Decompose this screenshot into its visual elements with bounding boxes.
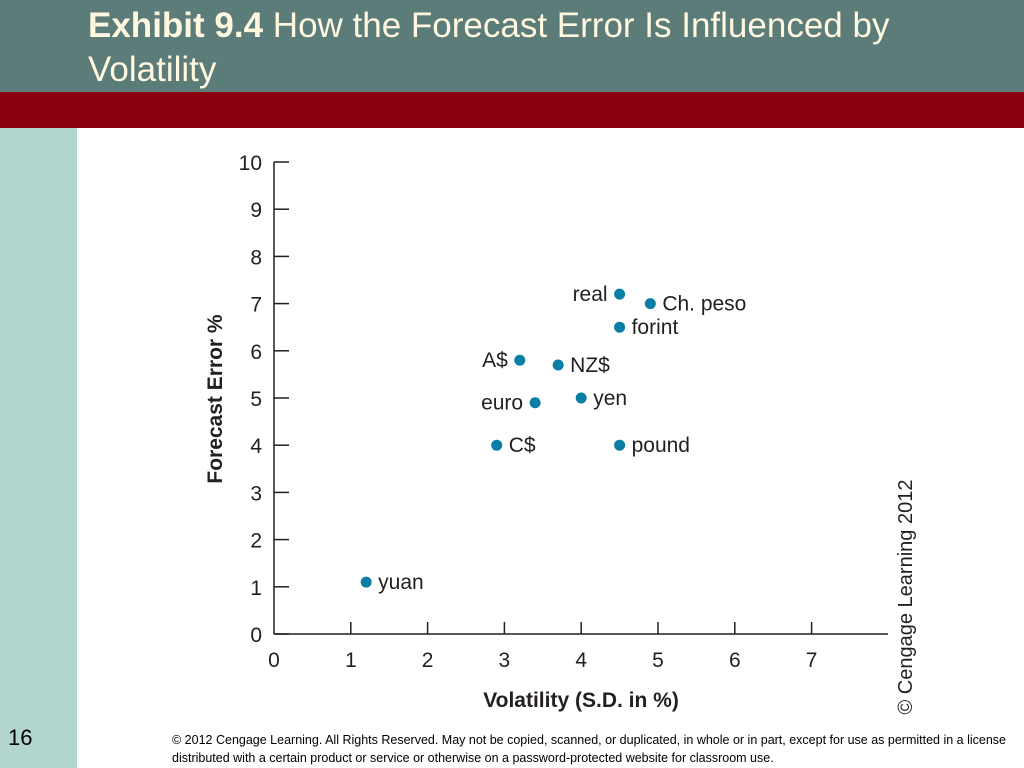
y-tick-label: 6 xyxy=(250,341,262,364)
point-label: forint xyxy=(632,316,679,339)
data-point xyxy=(575,392,587,404)
x-tick-label: 4 xyxy=(575,649,587,672)
title-text: How the Forecast Error Is Influenced by … xyxy=(88,6,890,89)
data-point xyxy=(614,321,626,333)
point-label: yuan xyxy=(378,571,424,594)
y-tick-label: 1 xyxy=(250,577,262,600)
x-tick-label: 0 xyxy=(268,649,280,672)
y-tick-label: 3 xyxy=(250,482,262,505)
point-label: A$ xyxy=(482,349,508,372)
x-tick-label: 3 xyxy=(499,649,511,672)
point-label: real xyxy=(573,283,608,306)
y-tick-label: 5 xyxy=(250,388,262,411)
point-label: pound xyxy=(632,434,690,457)
data-point xyxy=(514,354,526,366)
y-tick-label: 2 xyxy=(250,530,262,553)
x-axis-label: Volatility (S.D. in %) xyxy=(483,689,679,712)
x-tick-label: 7 xyxy=(806,649,818,672)
data-point xyxy=(614,439,626,451)
point-label: yen xyxy=(593,387,627,410)
exhibit-label: Exhibit 9.4 xyxy=(88,6,264,45)
data-point xyxy=(360,576,372,588)
slide-title: Exhibit 9.4 How the Forecast Error Is In… xyxy=(88,4,988,92)
y-tick-label: 0 xyxy=(250,624,262,647)
point-label: Ch. peso xyxy=(662,293,746,316)
accent-bar xyxy=(0,92,1024,128)
x-tick-label: 1 xyxy=(345,649,357,672)
point-label: NZ$ xyxy=(570,354,610,377)
slide-number: 16 xyxy=(8,725,33,750)
x-tick-label: 5 xyxy=(652,649,664,672)
point-label: euro xyxy=(481,392,523,415)
x-tick-label: 6 xyxy=(729,649,741,672)
title-header: Exhibit 9.4 How the Forecast Error Is In… xyxy=(0,0,1024,92)
y-tick-label: 7 xyxy=(250,294,262,317)
data-point xyxy=(644,298,656,310)
x-tick-label: 2 xyxy=(422,649,434,672)
chart-ticks: 0 1 2 3 4 5 6 7 8 9 10 0 1 2 3 4 5 6 7 xyxy=(239,152,818,672)
point-label: C$ xyxy=(509,434,536,457)
y-tick-label: 4 xyxy=(250,435,262,458)
source-note: © Cengage Learning 2012 xyxy=(895,480,917,715)
data-point xyxy=(529,397,541,409)
side-bar xyxy=(0,128,77,768)
y-axis-label: Forecast Error % xyxy=(204,314,227,484)
copyright-notice: © 2012 Cengage Learning. All Rights Rese… xyxy=(172,733,1007,765)
data-point xyxy=(491,439,503,451)
y-tick-label: 9 xyxy=(250,199,262,222)
data-point xyxy=(614,288,626,300)
data-point xyxy=(552,359,564,371)
y-tick-label: 10 xyxy=(239,152,262,175)
y-tick-label: 8 xyxy=(250,246,262,269)
